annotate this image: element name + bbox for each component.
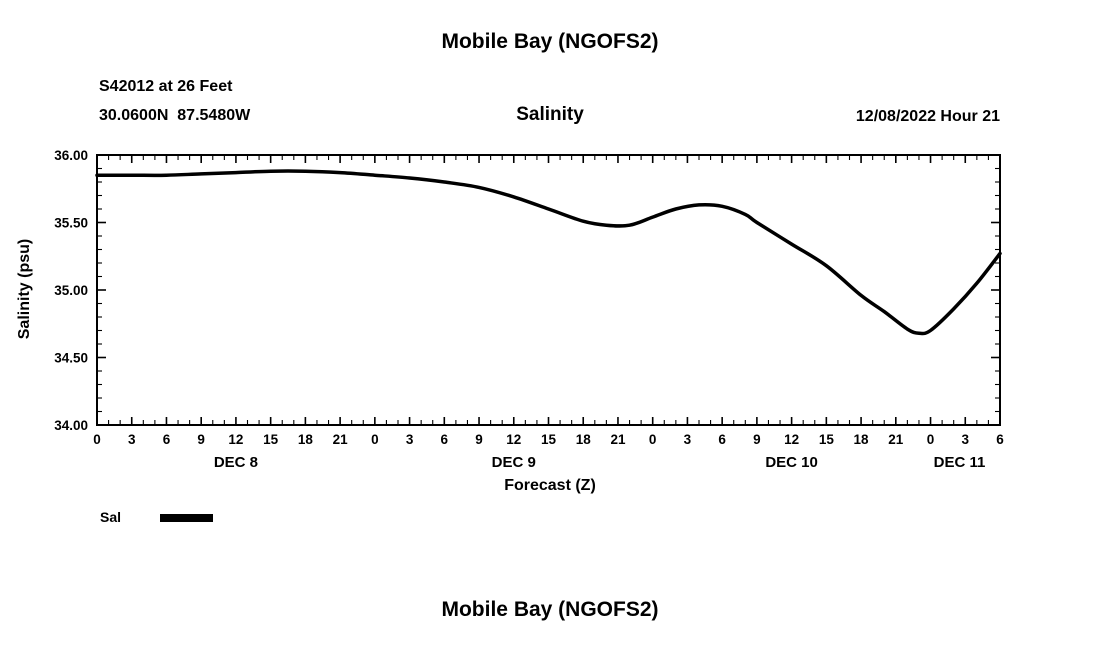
salinity-series-line	[95, 169, 1002, 336]
x-axis-label: Forecast (Z)	[504, 477, 596, 494]
x-tick-label: 3	[128, 432, 136, 447]
day-label: DEC 11	[934, 454, 986, 471]
x-tick-label: 9	[753, 432, 761, 447]
x-tick-label: 0	[93, 432, 101, 447]
y-axis-label: Salinity (psu)	[16, 238, 33, 340]
x-tick-label: 18	[576, 432, 592, 447]
page-title: Mobile Bay (NGOFS2)	[441, 30, 659, 53]
x-tick-label: 3	[406, 432, 414, 447]
x-tick-label: 9	[475, 432, 483, 447]
y-tick-label: 34.50	[54, 351, 88, 366]
day-label: DEC 8	[214, 454, 258, 471]
legend-line-swatch	[160, 514, 213, 522]
plot-border	[96, 154, 1001, 426]
station-coordinates: 30.0600N 87.5480W	[99, 107, 251, 124]
forecast-datetime: 12/08/2022 Hour 21	[855, 108, 1000, 125]
x-tick-label: 0	[371, 432, 379, 447]
x-tick-label: 21	[333, 432, 349, 447]
x-tick-label: 18	[854, 432, 870, 447]
x-tick-label: 6	[718, 432, 726, 447]
x-tick-label: 18	[298, 432, 314, 447]
x-tick-label: 6	[996, 432, 1004, 447]
x-tick-label: 15	[263, 432, 279, 447]
day-label: DEC 10	[765, 454, 818, 471]
legend-label-sal: Sal	[100, 509, 122, 525]
x-tick-label: 12	[228, 432, 243, 447]
x-tick-label: 0	[927, 432, 935, 447]
x-tick-label: 3	[962, 432, 970, 447]
x-tick-label: 12	[506, 432, 521, 447]
day-label: DEC 9	[492, 454, 536, 471]
x-tick-label: 21	[888, 432, 904, 447]
x-tick-label: 6	[163, 432, 171, 447]
y-tick-label: 35.00	[54, 283, 88, 298]
plot-title: Salinity	[516, 104, 584, 125]
x-tick-label: 3	[684, 432, 692, 447]
y-tick-label: 35.50	[54, 216, 88, 231]
x-tick-label: 15	[819, 432, 835, 447]
y-tick-label: 36.00	[54, 148, 88, 163]
x-tick-label: 6	[441, 432, 449, 447]
x-tick-label: 0	[649, 432, 657, 447]
x-tick-label: 15	[541, 432, 557, 447]
x-tick-label: 9	[197, 432, 205, 447]
second-chart-title: Mobile Bay (NGOFS2)	[441, 598, 659, 621]
y-tick-label: 34.00	[54, 418, 88, 433]
x-tick-label: 21	[610, 432, 626, 447]
station-label: S42012 at 26 Feet	[99, 78, 233, 95]
x-tick-label: 12	[784, 432, 799, 447]
